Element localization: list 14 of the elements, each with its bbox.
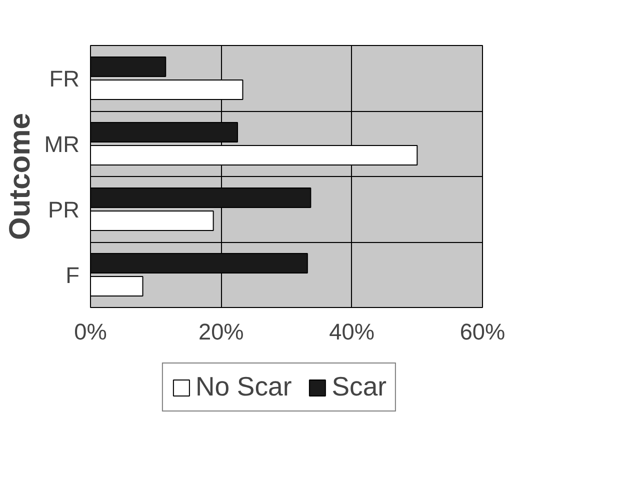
x-tick-label: 40%	[329, 318, 375, 344]
bar	[90, 56, 166, 78]
bar	[90, 210, 214, 231]
y-tick-label: MR	[44, 130, 80, 157]
x-tick-label: 60%	[460, 318, 506, 344]
bar	[90, 276, 144, 296]
y-tick-label: FR	[49, 65, 80, 92]
y-tick-label: F	[66, 262, 80, 288]
legend-label: No Scar	[195, 372, 292, 402]
y-axis-title: Outcome	[3, 112, 36, 240]
legend-label: Scar	[332, 372, 387, 402]
x-tick-label: 20%	[198, 318, 244, 344]
y-tick-label: PR	[48, 196, 80, 222]
x-tick-label: 0%	[74, 318, 107, 344]
